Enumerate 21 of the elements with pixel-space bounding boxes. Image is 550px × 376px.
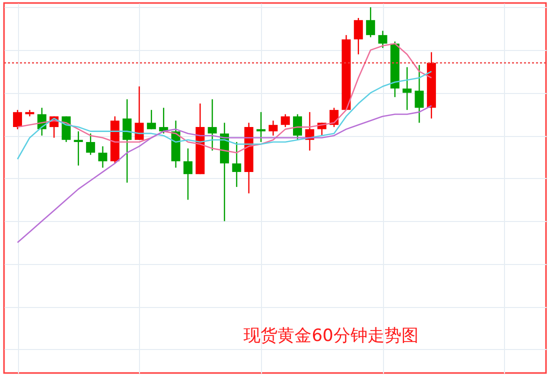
candlestick [122, 98, 132, 184]
candlestick [183, 148, 192, 200]
candlestick [414, 64, 424, 124]
candlestick [232, 141, 242, 188]
candlestick [402, 66, 412, 111]
candlestick [74, 130, 83, 166]
candlestick [378, 30, 388, 49]
candlestick [98, 146, 108, 168]
candlestick [280, 114, 290, 128]
candlestick [256, 111, 266, 143]
candlestick [86, 132, 96, 156]
candlestick [159, 107, 168, 134]
candlestick [13, 109, 22, 130]
text: 现货黄金60分钟走势图 [244, 326, 418, 346]
candlestick [354, 17, 363, 55]
candlestick [268, 120, 278, 136]
candlestick [146, 109, 156, 130]
candlestick [208, 98, 217, 152]
candlestick [134, 86, 144, 140]
candlestick [293, 114, 302, 140]
candlestick [366, 6, 376, 38]
